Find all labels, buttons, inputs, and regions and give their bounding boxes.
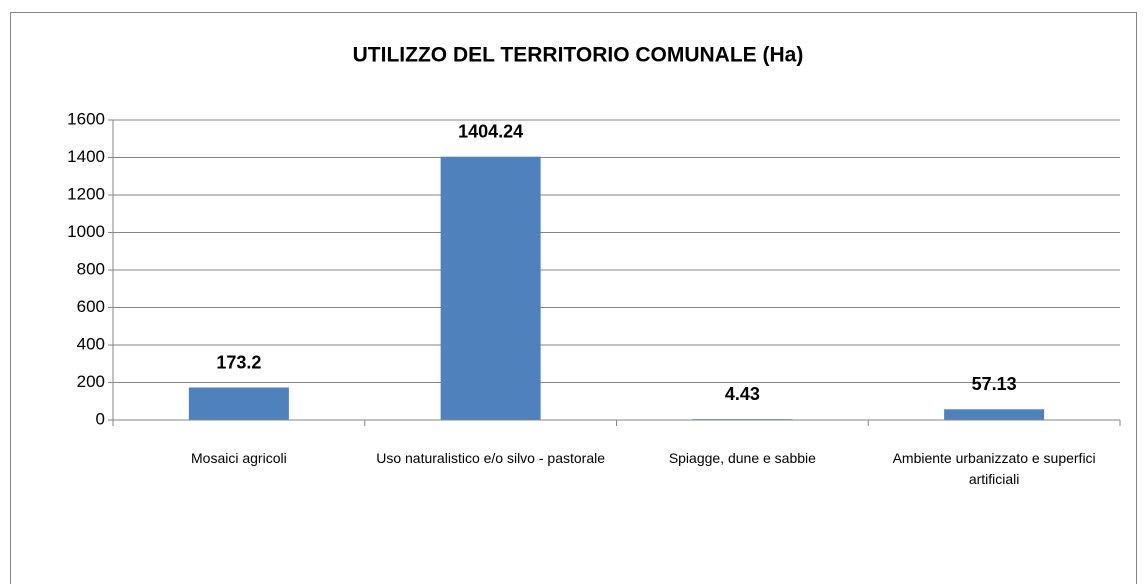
y-tick-label: 0 — [96, 409, 105, 428]
y-tick-label: 1000 — [67, 222, 105, 241]
y-tick-label: 1600 — [67, 109, 105, 128]
x-tick-label: Ambiente urbanizzato e superfici artific… — [892, 450, 1096, 487]
y-tick-label: 1200 — [67, 184, 105, 203]
data-label: 57.13 — [972, 374, 1017, 394]
chart-title: UTILIZZO DEL TERRITORIO COMUNALE (Ha) — [353, 44, 804, 67]
data-label: 173.2 — [216, 352, 261, 372]
bar — [440, 156, 541, 420]
data-label: 1404.24 — [458, 121, 523, 141]
x-tick-label: Mosaici agricoli — [191, 450, 287, 466]
chart-border — [10, 12, 1137, 584]
y-tick-label: 1400 — [67, 147, 105, 166]
y-tick-label: 400 — [77, 334, 105, 353]
bar — [944, 409, 1045, 420]
y-tick-label: 600 — [77, 297, 105, 316]
data-label: 4.43 — [725, 384, 760, 404]
y-tick-label: 800 — [77, 259, 105, 278]
x-tick-label: Uso naturalistico e/o silvo - pastorale — [376, 450, 606, 466]
bar — [188, 387, 289, 420]
y-tick-label: 200 — [77, 372, 105, 391]
x-tick-label: Spiagge, dune e sabbie — [668, 450, 816, 466]
